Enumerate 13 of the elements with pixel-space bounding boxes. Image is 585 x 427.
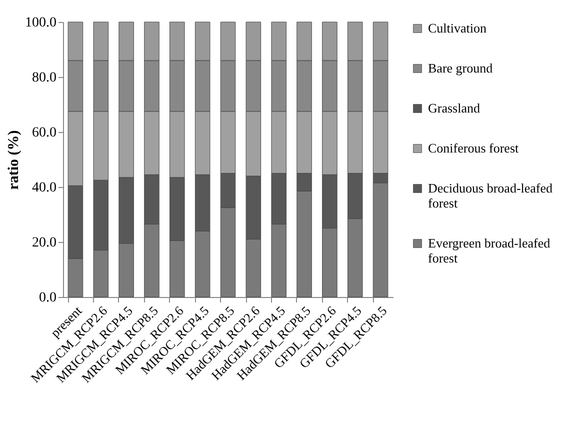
y-axis-title: ratio (%) [6, 130, 22, 190]
y-tick-label: 0.0 [39, 290, 56, 306]
legend-label: Cultivation [428, 20, 487, 36]
legend-label: Deciduous broad-leafed forest [428, 180, 554, 210]
y-tick-label: 60.0 [32, 126, 56, 140]
y-tick-label: 40.0 [32, 180, 56, 196]
legend-label: Evergreen broad-leafed forest [428, 236, 551, 266]
legend-label: Coniferous forest [428, 140, 520, 156]
y-tick-label: 20.0 [32, 236, 56, 250]
legend-label: Grassland [428, 100, 480, 116]
y-tick-label: 80.0 [32, 70, 56, 86]
legend-label: Bare ground [428, 60, 494, 76]
y-tick-label: 100.0 [25, 16, 56, 30]
